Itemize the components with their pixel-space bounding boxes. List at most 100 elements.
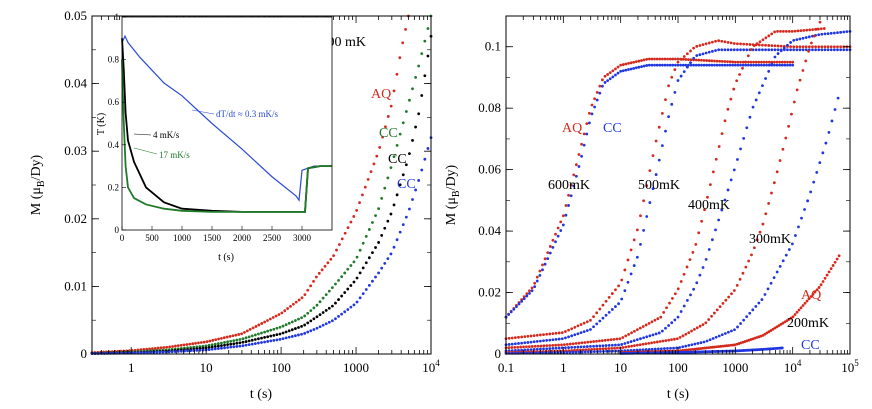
left-point <box>414 188 417 192</box>
left-point <box>330 304 334 308</box>
right-point <box>713 63 716 67</box>
right-point <box>744 60 747 64</box>
left-point <box>250 334 254 338</box>
right-point <box>692 63 696 67</box>
right-point <box>679 280 683 283</box>
left-point <box>202 340 206 344</box>
left-point <box>380 197 384 200</box>
right-point <box>810 41 813 45</box>
right-point <box>714 49 717 52</box>
right-point <box>668 63 672 67</box>
right-point <box>627 345 631 348</box>
right-point <box>779 29 782 33</box>
right-point <box>718 59 722 63</box>
right-point <box>557 343 560 347</box>
left-point <box>142 351 146 355</box>
right-point <box>604 344 608 347</box>
left-point <box>326 261 330 265</box>
right-point <box>655 63 659 67</box>
left-point <box>257 337 260 341</box>
right-point <box>801 48 805 52</box>
right-point <box>509 310 513 314</box>
left-point <box>294 334 297 338</box>
right-point <box>529 334 533 338</box>
right-point <box>642 199 645 203</box>
right-point <box>818 20 822 24</box>
left-xtick-label: 100 <box>271 360 291 375</box>
right-point <box>615 346 619 350</box>
left-point <box>213 342 217 346</box>
right-point <box>718 63 722 67</box>
right-point <box>757 60 761 64</box>
right-point <box>580 350 584 354</box>
left-point <box>340 294 344 298</box>
right-point <box>705 339 709 343</box>
right-point <box>723 198 727 202</box>
right-point <box>735 284 739 287</box>
left-point <box>232 339 236 343</box>
right-point <box>666 57 669 61</box>
right-point <box>689 49 692 53</box>
left-point <box>223 341 226 344</box>
right-point <box>752 63 755 67</box>
left-point <box>420 94 424 97</box>
left-point <box>277 313 281 316</box>
right-point <box>543 257 547 261</box>
right-point <box>728 60 732 64</box>
right-point <box>775 170 779 174</box>
right-point <box>672 346 675 350</box>
right-point <box>839 48 843 52</box>
left-point <box>324 322 328 326</box>
left-point <box>364 261 368 265</box>
right-point <box>535 279 539 283</box>
right-point <box>676 287 680 291</box>
right-point <box>739 147 742 151</box>
right-point <box>598 91 602 95</box>
right-point <box>607 344 611 347</box>
right-ytick-label: 0.04 <box>478 223 501 238</box>
right-label-cc: CC <box>603 121 622 136</box>
left-point <box>263 330 266 334</box>
right-point <box>815 288 819 292</box>
right-point <box>790 242 794 246</box>
right-point <box>530 286 534 290</box>
right-point <box>786 63 789 67</box>
right-point <box>647 348 651 351</box>
left-x-axis-label: t (s) <box>250 387 273 402</box>
right-point <box>726 48 730 52</box>
right-point <box>829 31 833 35</box>
right-point <box>632 66 636 70</box>
left-point <box>275 338 279 342</box>
right-point <box>641 342 645 346</box>
right-point <box>710 63 714 67</box>
right-label-cc-200: CC <box>801 338 820 353</box>
right-point <box>676 60 680 64</box>
left-point <box>392 155 396 159</box>
left-point <box>318 325 322 329</box>
right-point <box>645 64 649 67</box>
left-series-3 <box>90 136 433 356</box>
right-point <box>673 337 676 341</box>
right-point <box>673 57 677 61</box>
right-point <box>567 346 570 349</box>
left-point <box>372 162 376 166</box>
right-point <box>545 339 549 342</box>
left-point <box>263 320 266 324</box>
right-point <box>645 335 649 339</box>
right-point <box>560 331 564 334</box>
right-point <box>614 73 617 77</box>
right-point <box>707 59 711 63</box>
left-point <box>220 341 223 345</box>
right-point <box>526 334 530 338</box>
right-point <box>579 331 583 335</box>
right-point <box>770 48 774 52</box>
left-point <box>297 326 300 329</box>
left-point <box>358 201 361 205</box>
right-point <box>784 136 788 140</box>
left-point <box>235 341 239 345</box>
right-point <box>616 71 620 75</box>
right-point <box>569 194 573 198</box>
right-point <box>784 29 788 33</box>
left-point <box>162 346 166 349</box>
right-point <box>554 343 558 347</box>
